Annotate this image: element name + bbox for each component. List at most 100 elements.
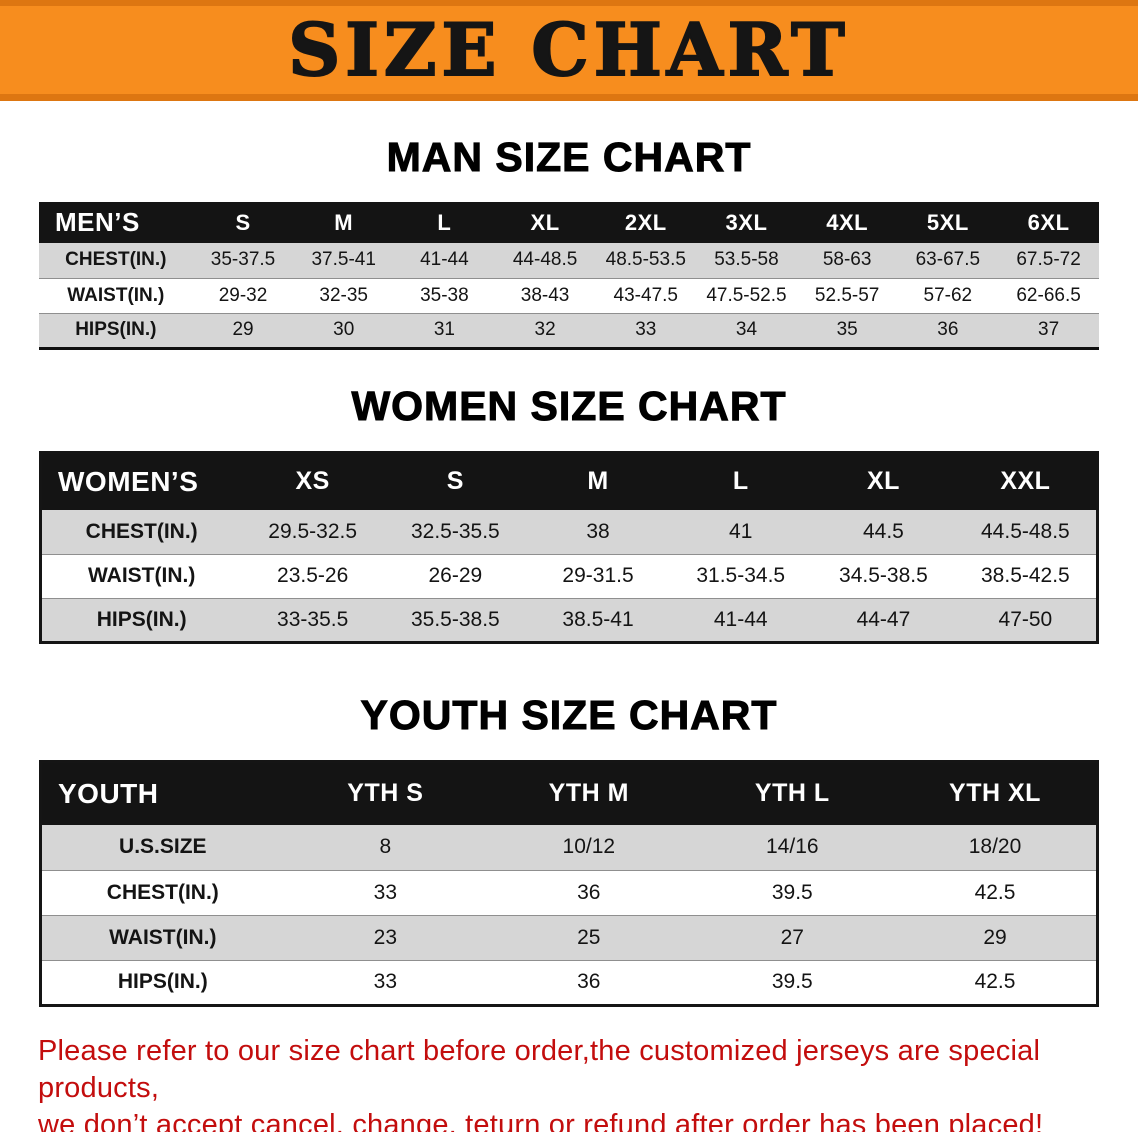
women-size-value-cell: 33-35.5 [277,607,349,631]
men-size-value-cell: 33 [635,319,657,340]
women-section: WOMEN SIZE CHART WOMEN’S XS S M L XL XXL CHEST… [0,382,1138,644]
youth-row-label: WAIST(IN.) [109,925,217,949]
youth-measure-row: CHEST(IN.) 33 36 39.5 42.5 [40,870,1098,915]
women-size-column-header: S [384,452,527,510]
men-size-column-header: M [293,202,395,243]
men-measure-row: HIPS(IN.) 29 30 31 32 33 34 35 36 37 [39,313,1099,348]
men-size-value-cell: 41-44 [420,249,469,271]
women-size-value-cell: 29-31.5 [562,564,634,587]
women-size-value-cell: 38.5-42.5 [981,564,1070,587]
women-size-value-cell: 31.5-34.5 [696,564,786,587]
men-header-row: MEN’S S M L XL 2XL 3XL 4XL 5XL 6XL [39,202,1099,243]
women-size-value-cell: 32.5-35.5 [410,519,500,543]
youth-size-value-cell: 36 [577,970,601,993]
women-row-label: CHEST(IN.) [85,519,198,543]
youth-size-value-cell: 33 [373,970,398,993]
men-row-label: CHEST(IN.) [65,249,167,271]
men-size-value-cell: 53.5-58 [714,249,779,271]
men-size-value-cell: 32-35 [319,284,369,306]
footer-line-1: Please refer to our size chart before or… [38,1034,1041,1104]
women-measure-row: WAIST(IN.) 23.5-26 26-29 29-31.5 31.5-34.5 34… [40,554,1098,598]
women-row-label: WAIST(IN.) [88,564,196,587]
youth-size-value-cell: 8 [379,835,392,859]
women-size-column-header: XXL [954,452,1098,510]
men-size-value-cell: 35-37.5 [210,249,276,271]
youth-size-value-cell: 36 [577,880,601,904]
men-size-value-cell: 37.5-41 [311,249,376,271]
men-size-table: MEN’S S M L XL 2XL 3XL 4XL 5XL 6XL CHEST(IN.) 35-3… [39,202,1099,350]
men-size-column-header: L [394,202,495,243]
women-size-value-cell: 38.5-41 [562,607,634,631]
men-size-value-cell: 36 [937,319,959,340]
youth-size-value-cell: 27 [780,925,804,949]
men-measure-row: WAIST(IN.) 29-32 32-35 35-38 38-43 43-47.5 47.… [39,278,1099,313]
youth-size-value-cell: 39.5 [771,880,813,904]
men-size-column-header: 4XL [796,202,898,243]
women-measure-row: HIPS(IN.) 33-35.5 35.5-38.5 38.5-41 41-44 44-… [40,598,1098,642]
men-size-value-cell: 30 [333,319,355,340]
men-measure-row: CHEST(IN.) 35-37.5 37.5-41 41-44 44-48.5 48.5… [39,243,1099,278]
men-size-value-cell: 44-48.5 [512,249,578,271]
youth-size-table: YOUTH YTH S YTH M YTH L YTH XL U.S.SIZE 8 10/1… [39,759,1099,1007]
women-size-table: WOMEN’S XS S M L XL XXL CHEST(IN.) 29.5-32.5 32.… [39,450,1099,644]
men-size-column-header: XL [494,202,596,243]
youth-section-heading: YOUTH SIZE CHART [360,691,778,738]
men-table-body: CHEST(IN.) 35-37.5 37.5-41 41-44 44-48.5 48.5… [39,243,1099,348]
men-size-value-cell: 35 [836,319,858,340]
youth-table-corner-label: YOUTH [40,761,284,825]
men-row-label: WAIST(IN.) [67,284,165,306]
women-size-value-cell: 41 [729,519,753,543]
women-size-value-cell: 44.5 [862,519,904,543]
women-size-value-cell: 38 [586,519,610,543]
youth-measure-row: U.S.SIZE 8 10/12 14/16 18/20 [40,825,1098,870]
youth-size-column-header: YTH S [283,761,488,825]
men-size-value-cell: 62-66.5 [1016,284,1081,306]
men-row-label: HIPS(IN.) [75,319,157,340]
women-size-value-cell: 34.5-38.5 [839,564,928,587]
women-size-value-cell: 47-50 [998,607,1053,631]
men-section-heading: MAN SIZE CHART [386,134,752,181]
men-size-value-cell: 43-47.5 [613,284,678,306]
footer-line-2: we don’t accept cancel, change, teturn o… [38,1108,1044,1132]
youth-size-value-cell: 29 [983,925,1007,949]
youth-size-value-cell: 23 [373,925,398,949]
youth-size-value-cell: 39.5 [771,970,813,993]
women-size-value-cell: 44.5-48.5 [981,519,1070,543]
women-table-body: CHEST(IN.) 29.5-32.5 32.5-35.5 38 41 44.5 44.5… [40,510,1098,642]
banner: SIZE CHART [0,0,1138,101]
youth-size-value-cell: 25 [577,925,601,949]
women-size-value-cell: 44-47 [856,607,911,631]
women-size-value-cell: 35.5-38.5 [410,607,500,631]
men-size-value-cell: 52.5-57 [814,284,880,306]
youth-size-value-cell: 10/12 [562,835,616,859]
youth-size-value-cell: 42.5 [974,970,1016,993]
women-size-column-header: XS [241,452,385,510]
men-size-value-cell: 31 [433,319,455,340]
men-table-corner-label: MEN’S [39,202,193,243]
men-size-value-cell: 58-63 [822,249,872,271]
men-size-value-cell: 37 [1038,319,1060,340]
men-size-column-header: 5XL [897,202,999,243]
women-size-column-header: L [669,452,813,510]
women-row-label: HIPS(IN.) [96,607,187,631]
men-size-value-cell: 34 [735,319,758,340]
youth-section: YOUTH SIZE CHART YOUTH YTH S YTH M YTH L YTH… [0,691,1138,1007]
men-size-value-cell: 35-38 [420,284,469,306]
women-size-value-cell: 29.5-32.5 [268,519,358,543]
youth-header-row: YOUTH YTH S YTH M YTH L YTH XL [40,761,1098,825]
men-size-column-header: 6XL [998,202,1099,243]
men-size-column-header: S [192,202,294,243]
youth-size-value-cell: 33 [373,880,398,904]
footer-note: Please refer to our size chart before or… [38,1033,1100,1132]
women-section-heading: WOMEN SIZE CHART [351,382,787,429]
youth-measure-row: HIPS(IN.) 33 36 39.5 42.5 [40,960,1098,1005]
women-size-value-cell: 41-44 [713,607,768,631]
youth-table-body: U.S.SIZE 8 10/12 14/16 18/20 CHEST(IN.) 33 36 39… [40,825,1098,1005]
youth-size-value-cell: 42.5 [974,880,1016,904]
women-header-row: WOMEN’S XS S M L XL XXL [40,452,1098,510]
youth-size-column-header: YTH M [487,761,691,825]
men-size-value-cell: 48.5-53.5 [605,249,686,271]
men-section: MAN SIZE CHART MEN’S S M L XL 2XL 3XL 4XL 5XL 6XL… [0,134,1138,350]
men-size-column-header: 3XL [696,202,797,243]
